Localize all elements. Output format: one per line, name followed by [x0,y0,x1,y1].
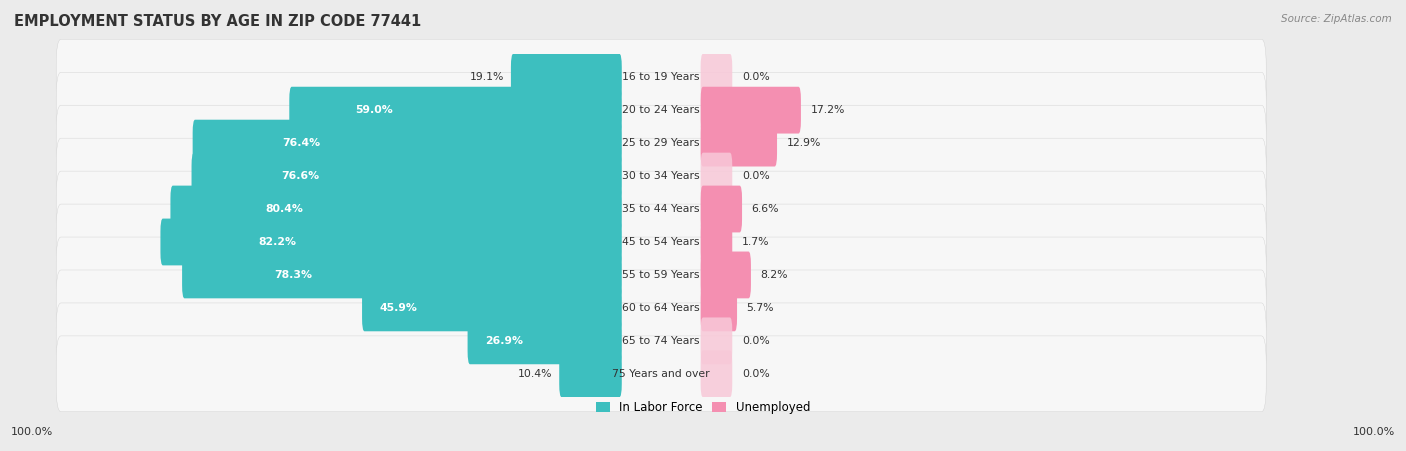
FancyBboxPatch shape [56,72,1267,148]
FancyBboxPatch shape [56,171,1267,247]
Text: 80.4%: 80.4% [266,204,304,214]
FancyBboxPatch shape [56,105,1267,181]
Text: 45.9%: 45.9% [380,303,418,313]
Text: 5.7%: 5.7% [747,303,775,313]
FancyBboxPatch shape [56,303,1267,379]
FancyBboxPatch shape [700,318,733,364]
FancyBboxPatch shape [363,285,621,331]
FancyBboxPatch shape [700,285,737,331]
Text: 55 to 59 Years: 55 to 59 Years [623,270,700,280]
Text: EMPLOYMENT STATUS BY AGE IN ZIP CODE 77441: EMPLOYMENT STATUS BY AGE IN ZIP CODE 774… [14,14,422,28]
Text: 0.0%: 0.0% [742,171,769,181]
Text: 100.0%: 100.0% [11,428,53,437]
FancyBboxPatch shape [56,138,1267,214]
Text: 17.2%: 17.2% [810,105,845,115]
Text: 6.6%: 6.6% [752,204,779,214]
FancyBboxPatch shape [56,39,1267,115]
FancyBboxPatch shape [170,186,621,232]
Text: 26.9%: 26.9% [485,336,523,346]
Text: 82.2%: 82.2% [257,237,295,247]
FancyBboxPatch shape [56,270,1267,346]
Text: 0.0%: 0.0% [742,369,769,379]
FancyBboxPatch shape [700,219,733,265]
Text: 0.0%: 0.0% [742,72,769,82]
FancyBboxPatch shape [56,336,1267,412]
Text: 25 to 29 Years: 25 to 29 Years [623,138,700,148]
Text: 0.0%: 0.0% [742,336,769,346]
Text: 78.3%: 78.3% [274,270,312,280]
Text: 45 to 54 Years: 45 to 54 Years [623,237,700,247]
FancyBboxPatch shape [510,54,621,101]
Text: 75 Years and over: 75 Years and over [613,369,710,379]
FancyBboxPatch shape [700,252,751,299]
FancyBboxPatch shape [700,54,733,101]
FancyBboxPatch shape [56,237,1267,313]
Text: Source: ZipAtlas.com: Source: ZipAtlas.com [1281,14,1392,23]
FancyBboxPatch shape [160,219,621,265]
Text: 10.4%: 10.4% [519,369,553,379]
FancyBboxPatch shape [700,87,801,133]
Text: 8.2%: 8.2% [761,270,787,280]
FancyBboxPatch shape [560,350,621,397]
Text: 1.7%: 1.7% [742,237,769,247]
Text: 35 to 44 Years: 35 to 44 Years [623,204,700,214]
Text: 30 to 34 Years: 30 to 34 Years [623,171,700,181]
Text: 20 to 24 Years: 20 to 24 Years [623,105,700,115]
FancyBboxPatch shape [700,186,742,232]
Text: 65 to 74 Years: 65 to 74 Years [623,336,700,346]
FancyBboxPatch shape [700,120,778,166]
Text: 100.0%: 100.0% [1353,428,1395,437]
Text: 16 to 19 Years: 16 to 19 Years [623,72,700,82]
FancyBboxPatch shape [700,350,733,397]
Text: 12.9%: 12.9% [786,138,821,148]
FancyBboxPatch shape [193,120,621,166]
Legend: In Labor Force, Unemployed: In Labor Force, Unemployed [591,396,815,419]
FancyBboxPatch shape [191,152,621,199]
Text: 19.1%: 19.1% [470,72,505,82]
Text: 76.4%: 76.4% [283,138,321,148]
FancyBboxPatch shape [700,152,733,199]
FancyBboxPatch shape [468,318,621,364]
FancyBboxPatch shape [290,87,621,133]
Text: 59.0%: 59.0% [354,105,392,115]
Text: 76.6%: 76.6% [281,171,319,181]
FancyBboxPatch shape [56,204,1267,280]
FancyBboxPatch shape [183,252,621,299]
Text: 60 to 64 Years: 60 to 64 Years [623,303,700,313]
